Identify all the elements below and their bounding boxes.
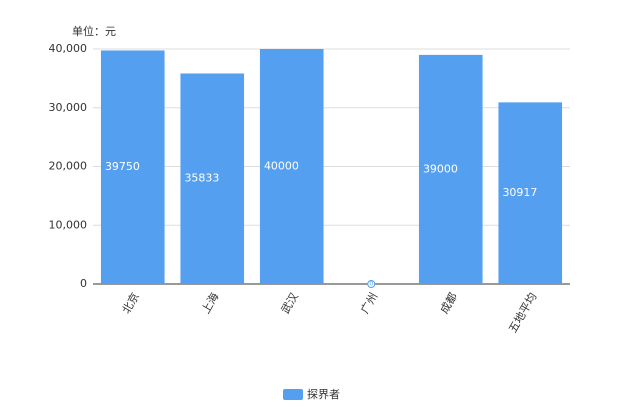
y-tick-label: 0 <box>80 277 87 290</box>
legend-swatch <box>283 389 303 400</box>
x-tick-label: 成都 <box>438 291 460 317</box>
legend-label: 探界者 <box>307 388 340 401</box>
value-label: 40000 <box>264 160 299 173</box>
value-label: 39000 <box>423 162 458 175</box>
bar <box>498 102 563 284</box>
y-tick-label: 10,000 <box>49 218 88 231</box>
y-tick-label: 40,000 <box>49 42 88 55</box>
x-tick-label: 北京 <box>119 290 142 316</box>
value-label: 30917 <box>502 186 537 199</box>
unit-label: 单位：元 <box>72 24 116 38</box>
x-tick-label: 武汉 <box>279 291 301 317</box>
bar <box>100 50 165 284</box>
value-label: 39750 <box>105 160 140 173</box>
x-tick-label: 上海 <box>198 290 221 316</box>
x-tick-label: 广州 <box>358 291 380 317</box>
value-label-bg <box>367 280 376 288</box>
value-label: 35833 <box>184 172 219 185</box>
y-tick-label: 30,000 <box>49 101 88 114</box>
bar <box>180 73 245 284</box>
x-tick-label: 五地平均 <box>506 291 539 336</box>
bar <box>418 54 483 284</box>
value-label: 0 <box>369 281 373 288</box>
bar <box>259 49 324 284</box>
y-tick-label: 20,000 <box>49 160 88 173</box>
